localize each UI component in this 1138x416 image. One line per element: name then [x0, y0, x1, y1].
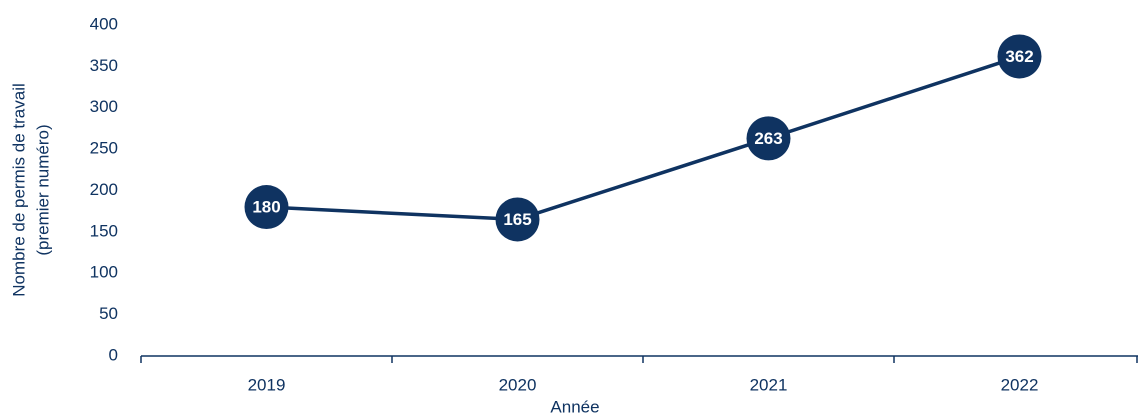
marker	[746, 116, 791, 161]
marker	[495, 197, 540, 242]
y-axis-title: Nombre de permis de travail (premier num…	[9, 83, 52, 297]
y-tick-label: 150	[90, 221, 118, 240]
data-label: 180	[252, 198, 280, 217]
line	[266, 54, 1021, 222]
x-tick-label: 2020	[499, 375, 537, 394]
y-tick-label: 50	[99, 304, 118, 323]
marker	[244, 185, 289, 230]
y-axis-title-line: Nombre de permis de travail	[9, 83, 28, 297]
x-axis-title: Année	[550, 397, 599, 416]
y-tick-label: 100	[90, 263, 118, 282]
x-tick-label: 2019	[248, 375, 286, 394]
y-tick-label: 400	[90, 14, 118, 33]
x-tick-label: 2022	[1001, 375, 1039, 394]
data-label: 263	[754, 129, 782, 148]
y-axis-title-line: (premier numéro)	[33, 124, 52, 255]
y-tick-label: 0	[109, 345, 118, 364]
y-tick-label: 250	[90, 139, 118, 158]
y-tick-label: 300	[90, 97, 118, 116]
y-tick-label: 200	[90, 180, 118, 199]
marker	[997, 34, 1042, 79]
x-tick-label: 2021	[750, 375, 788, 394]
data-label: 362	[1005, 47, 1033, 66]
data-label: 165	[503, 210, 531, 229]
y-tick-label: 350	[90, 56, 118, 75]
